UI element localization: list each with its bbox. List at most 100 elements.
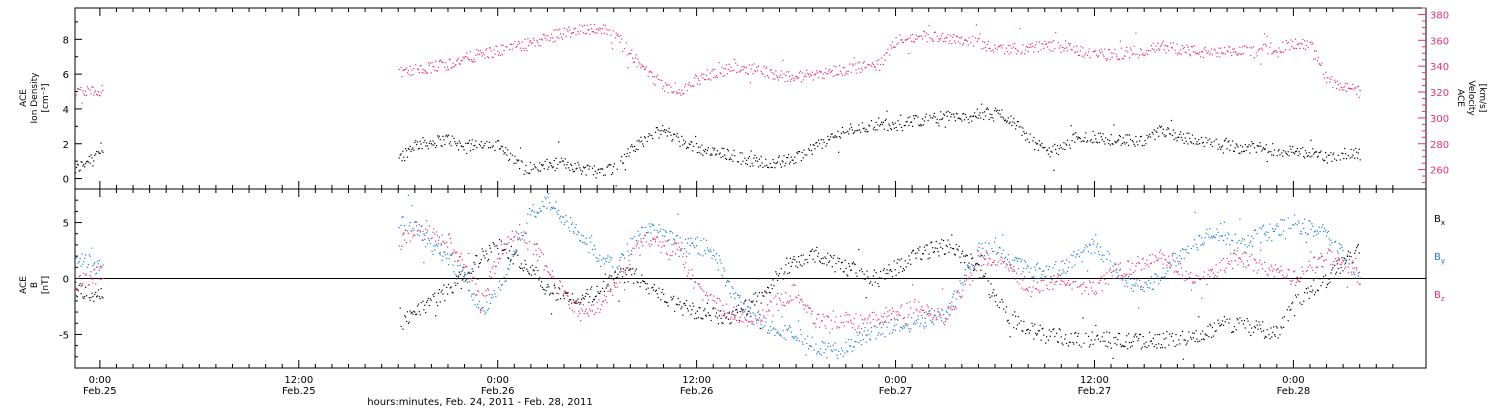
density-point [1171,134,1173,137]
bz-point [566,294,568,296]
bx-point [1183,339,1185,341]
bx-point [1207,325,1209,327]
velocity-point [471,60,473,62]
velocity-point [464,56,466,58]
bx-point [498,253,500,255]
velocity-point [408,73,410,75]
bz-point [402,234,404,236]
density-point [473,145,475,147]
density-point [578,164,580,166]
bz-point [1190,289,1193,291]
bz-point [1309,264,1311,266]
velocity-tick-label: 340 [1430,62,1449,73]
velocity-point [682,93,684,95]
by-point [1103,254,1105,256]
bz-point [1088,280,1090,282]
bx-point [911,252,913,254]
bz-point [1251,254,1253,256]
velocity-point [966,40,968,42]
bz-point [772,315,774,317]
bz-point [1100,276,1102,278]
bx-point [786,257,788,259]
bx-point [614,271,616,273]
by-point [610,259,612,261]
density-point [583,167,585,169]
bz-point [642,245,644,247]
bx-point [1038,330,1040,332]
bx-point [517,254,519,256]
bx-point [856,275,858,277]
by-point [416,225,418,227]
by-point [445,254,447,256]
velocity-point [1104,48,1106,50]
bx-point [603,290,605,292]
density-point [751,162,753,164]
bx-point [642,280,644,282]
bz-point [991,264,993,266]
bx-point [1334,264,1336,266]
bx-point [628,269,630,271]
density-point [1042,147,1044,149]
by-point [1352,260,1354,262]
velocity-point [1048,49,1050,51]
velocity-point [1030,46,1032,48]
bx-point [88,297,90,299]
velocity-point [739,70,741,72]
by-point [542,205,544,207]
bz-point [1133,278,1135,280]
bx-point [953,248,955,250]
density-point [721,147,723,149]
velocity-point [1183,46,1185,48]
velocity-point [1080,46,1082,48]
bx-point [807,261,809,264]
bx-point [1159,347,1162,349]
density-point [1211,141,1213,143]
bz-point [560,281,562,283]
density-point [1248,144,1250,146]
density-point [631,144,633,146]
bx-point [442,293,444,295]
bx-point [1129,346,1132,348]
bz-point [933,310,935,312]
by-point [1033,276,1035,278]
bz-point [1263,261,1266,264]
by-point [852,346,854,348]
bz-point [665,252,667,254]
velocity-point [1207,52,1209,54]
by-point [1281,233,1283,236]
by-point [1221,235,1223,237]
by-point [419,231,421,233]
bx-point [1215,330,1217,332]
bz-point [1036,281,1039,284]
bz-point [672,251,674,253]
density-point [621,156,623,158]
by-point [747,305,749,308]
bz-point [982,255,984,257]
bx-point [1015,315,1017,317]
density-point [772,159,774,161]
bz-point [563,291,565,293]
bx-point [416,305,419,307]
velocity-point [489,47,491,49]
by-point [749,312,751,314]
by-point [946,311,948,313]
density-point [415,140,417,142]
bz-point [1202,276,1204,278]
bz-point [736,310,739,312]
bz-point [747,321,749,323]
velocity-point [884,59,886,61]
bz-point [1071,288,1073,290]
density-point [1022,127,1024,129]
velocity-point [1120,47,1122,49]
by-point [1317,232,1319,234]
velocity-point [745,72,747,74]
bx-point [1162,332,1164,335]
density-point [976,108,978,110]
bz-point [828,316,830,318]
velocity-point [729,70,731,72]
bz-point [862,323,864,325]
velocity-point [433,66,435,68]
density-point [476,147,478,149]
bx-point [1310,285,1312,287]
by-point [860,339,862,342]
